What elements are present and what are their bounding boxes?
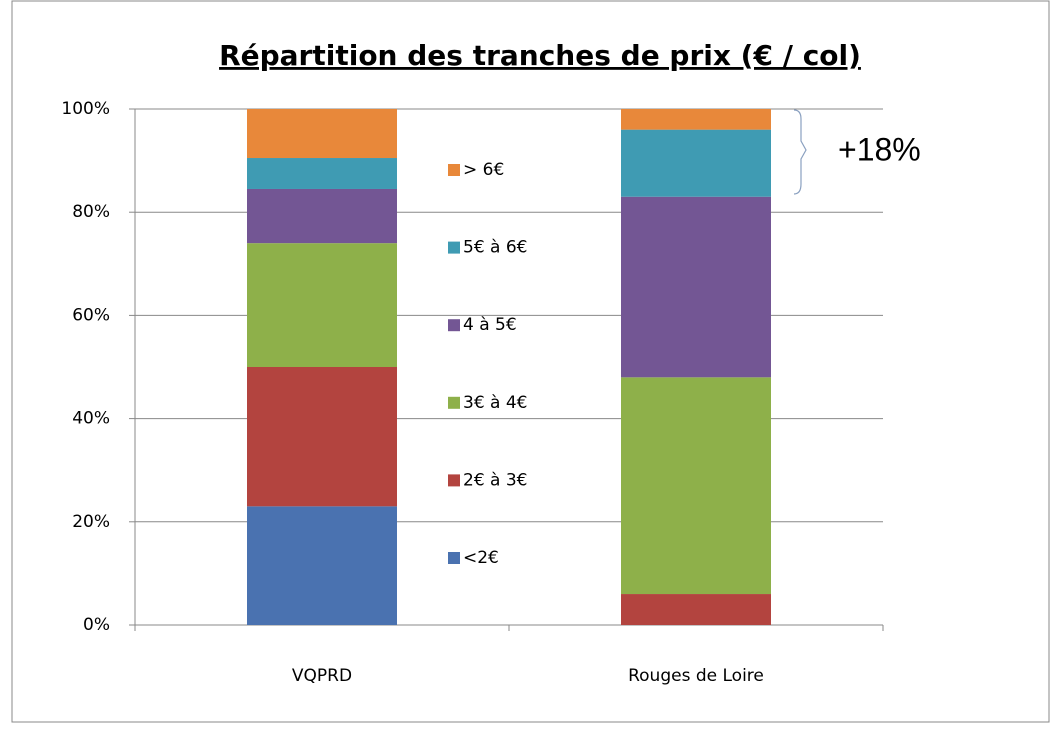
bar-segment (247, 158, 397, 189)
annotation-bracket (793, 109, 807, 195)
bar-segment (247, 188, 397, 244)
legend-swatch (448, 552, 460, 564)
bar-segment (247, 243, 397, 367)
bar-segment (621, 377, 771, 595)
legend-label: 5€ à 6€ (463, 238, 528, 258)
legend-label: 4 à 5€ (463, 315, 517, 335)
bar-segment (621, 109, 771, 130)
bar-segment (247, 367, 397, 507)
legend-swatch (448, 396, 460, 409)
y-tick-label: 0% (83, 615, 110, 635)
y-tick-label: 80% (72, 202, 110, 222)
bar-segment (247, 506, 397, 625)
x-tick-label: VQPRD (292, 666, 352, 686)
bar-segment (247, 109, 397, 159)
bar-segment (621, 594, 771, 625)
legend-label: <2€ (463, 548, 499, 568)
legend-label: 2€ à 3€ (463, 470, 528, 490)
x-tick-label: Rouges de Loire (628, 666, 764, 686)
bar-segment (621, 196, 771, 378)
chart-frame (11, 0, 1050, 723)
legend-swatch (448, 319, 460, 332)
legend-swatch (448, 164, 460, 176)
legend-swatch (448, 241, 460, 254)
annotation: +18% (838, 131, 921, 167)
legend-swatch (448, 474, 460, 487)
y-tick-label: 60% (72, 305, 110, 325)
y-tick-label: 20% (72, 512, 110, 532)
y-tick-label: 40% (72, 409, 110, 429)
legend-label: 3€ à 4€ (463, 393, 528, 413)
chart-title: Répartition des tranches de prix (€ / co… (219, 39, 861, 72)
legend-label: > 6€ (463, 160, 504, 180)
y-tick-label: 100% (61, 99, 110, 119)
bar-segment (621, 129, 771, 197)
